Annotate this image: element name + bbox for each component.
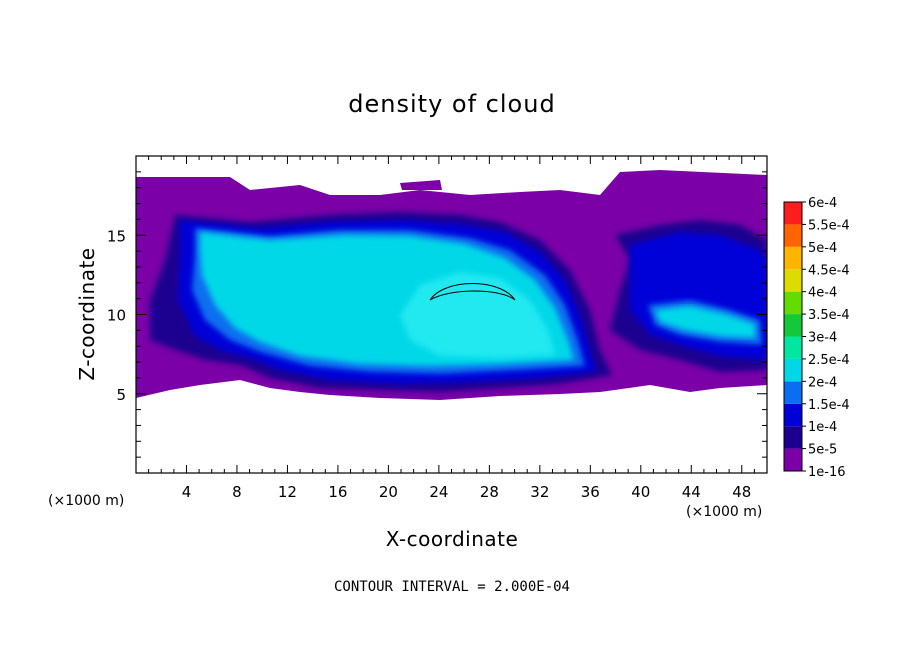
y-tick-label: 15 <box>107 227 126 245</box>
contour-interval-note: CONTOUR INTERVAL = 2.000E-04 <box>334 579 570 595</box>
colorbar-label: 4.5e-4 <box>808 263 850 278</box>
colorbar-swatch <box>784 246 802 270</box>
x-tick-label: 8 <box>232 483 242 501</box>
colorbar-swatch <box>784 269 802 292</box>
colorbar-swatch <box>784 403 802 427</box>
x-tick-label: 24 <box>429 483 448 501</box>
colorbar-swatch <box>784 202 802 225</box>
y-tick-label: 10 <box>107 307 126 325</box>
colorbar-swatch <box>784 291 802 315</box>
x-tick-label: 32 <box>530 483 549 501</box>
colorbar: 1e-16 5e-5 1e-4 1.5e-4 2e-4 2.5e-4 3e-4 3.5e-4 4… <box>783 196 850 480</box>
y-tick-label: 5 <box>116 386 126 404</box>
colorbar-label: 3e-4 <box>808 331 837 346</box>
colorbar-swatch <box>784 426 802 449</box>
x-tick-label: 40 <box>631 483 650 501</box>
x-unit-right: (×1000 m) <box>686 504 762 520</box>
x-tick-label: 28 <box>480 483 499 501</box>
x-axis-ticks: 4 8 12 16 20 24 28 32 36 40 44 48 <box>148 156 755 501</box>
y-axis-label: Z-coordinate <box>75 247 99 380</box>
x-tick-label: 16 <box>328 483 347 501</box>
colorbar-label: 5.5e-4 <box>808 218 850 233</box>
x-tick-label: 36 <box>581 483 600 501</box>
x-tick-label: 48 <box>732 483 751 501</box>
colorbar-label: 5e-5 <box>808 443 837 458</box>
x-tick-label: 44 <box>682 483 701 501</box>
colorbar-label: 5e-4 <box>808 241 837 256</box>
colorbar-label: 1e-4 <box>808 420 837 435</box>
colorbar-label: 2e-4 <box>808 375 837 390</box>
x-axis-label: X-coordinate <box>386 527 519 551</box>
colorbar-label: 1e-16 <box>808 465 846 480</box>
colorbar-swatch <box>784 381 802 404</box>
colorbar-swatch <box>784 448 802 471</box>
x-tick-label: 20 <box>379 483 398 501</box>
colorbar-swatch <box>784 336 802 359</box>
x-tick-label: 4 <box>182 483 192 501</box>
x-unit-left: (×1000 m) <box>48 493 124 509</box>
colorbar-label: 6e-4 <box>808 196 837 211</box>
colorbar-label: 2.5e-4 <box>808 353 850 368</box>
colorbar-label: 1.5e-4 <box>808 398 850 413</box>
cloud-top-fragment <box>400 180 442 190</box>
plot-area <box>136 156 767 473</box>
cloud-right-cyan <box>655 306 755 338</box>
colorbar-swatch <box>784 358 802 382</box>
y-axis-ticks: 5 10 15 <box>107 171 767 458</box>
colorbar-swatch <box>784 224 802 247</box>
colorbar-label: 4e-4 <box>808 286 837 301</box>
colorbar-swatch <box>784 314 802 337</box>
cloud-left-fragment <box>250 205 340 218</box>
x-tick-label: 12 <box>278 483 297 501</box>
chart-title: density of cloud <box>348 90 555 118</box>
cloud-level-light-cyan <box>400 272 555 358</box>
contour-line <box>429 283 516 301</box>
colorbar-label: 3.5e-4 <box>808 308 850 323</box>
